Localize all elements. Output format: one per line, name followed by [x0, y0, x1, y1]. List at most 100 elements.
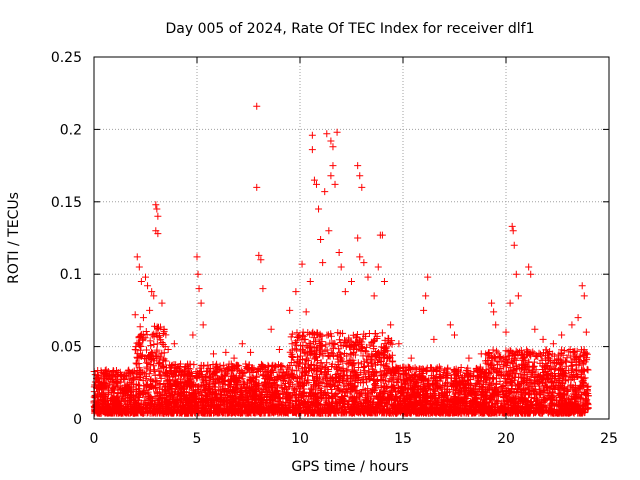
- data-point: [181, 363, 189, 371]
- data-point: [137, 352, 145, 360]
- data-point: [141, 409, 149, 417]
- data-point: [155, 360, 163, 368]
- data-point: [235, 367, 243, 375]
- data-point: [215, 379, 223, 387]
- data-point: [368, 386, 376, 394]
- data-point: [163, 370, 171, 378]
- data-point: [297, 352, 305, 360]
- data-point: [148, 356, 156, 364]
- data-point: [143, 346, 151, 354]
- data-point: [94, 384, 102, 392]
- data-point: [140, 389, 148, 397]
- data-point: [104, 375, 112, 383]
- data-point: [109, 371, 117, 379]
- data-point: [218, 397, 226, 405]
- data-point: [238, 368, 246, 376]
- data-point: [175, 372, 183, 380]
- data-point: [177, 391, 185, 399]
- data-point: [268, 367, 276, 375]
- data-point: [226, 400, 234, 408]
- data-point: [124, 406, 132, 414]
- data-point: [276, 394, 284, 402]
- data-point: [247, 377, 255, 385]
- data-point: [129, 375, 137, 383]
- data-point: [282, 408, 290, 416]
- data-point: [204, 361, 212, 369]
- data-point: [151, 322, 159, 330]
- data-point: [153, 394, 161, 402]
- data-point: [109, 406, 117, 414]
- data-point: [163, 384, 171, 392]
- data-point: [187, 405, 195, 413]
- data-point: [162, 357, 170, 365]
- data-point: [160, 349, 168, 357]
- data-point: [258, 361, 266, 369]
- data-point: [179, 368, 187, 376]
- data-point: [118, 385, 126, 393]
- data-point: [249, 378, 257, 386]
- data-point: [230, 375, 238, 383]
- data-point: [178, 408, 186, 416]
- data-point: [152, 351, 160, 359]
- data-point: [156, 381, 164, 389]
- data-point: [188, 389, 196, 397]
- data-point: [333, 399, 341, 407]
- data-point: [252, 382, 260, 390]
- data-point: [237, 406, 245, 414]
- data-point: [269, 361, 277, 369]
- data-point: [150, 330, 158, 338]
- data-point: [248, 364, 256, 372]
- data-point: [319, 375, 327, 383]
- data-point: [233, 408, 241, 416]
- data-point: [163, 409, 171, 417]
- data-point: [308, 372, 316, 380]
- data-point: [214, 395, 222, 403]
- data-point: [265, 363, 273, 371]
- data-point: [302, 355, 310, 363]
- data-point: [177, 408, 185, 416]
- data-point: [215, 366, 223, 374]
- data-point: [198, 367, 206, 375]
- data-point: [226, 388, 234, 396]
- data-point: [277, 381, 285, 389]
- data-point: [211, 379, 219, 387]
- data-point: [110, 367, 118, 375]
- data-point: [96, 392, 104, 400]
- data-point: [148, 331, 156, 339]
- data-point: [156, 358, 164, 366]
- data-point: [172, 367, 180, 375]
- data-point: [101, 367, 109, 375]
- data-point: [257, 408, 265, 416]
- data-point: [242, 409, 250, 417]
- data-point: [134, 399, 142, 407]
- data-point: [383, 343, 391, 351]
- data-point: [177, 378, 185, 386]
- data-point: [203, 395, 211, 403]
- data-point: [225, 381, 233, 389]
- data-point: [100, 383, 108, 391]
- data-point: [335, 345, 343, 353]
- data-point: [388, 377, 396, 385]
- data-point: [219, 393, 227, 401]
- data-point: [219, 380, 227, 388]
- data-point: [165, 390, 173, 398]
- data-point: [232, 392, 240, 400]
- data-point: [171, 372, 179, 380]
- data-point: [253, 401, 261, 409]
- data-point: [221, 372, 229, 380]
- data-point: [157, 336, 165, 344]
- data-point: [225, 408, 233, 416]
- data-point: [224, 368, 232, 376]
- data-point: [131, 345, 139, 353]
- data-point: [136, 374, 144, 382]
- data-point: [102, 366, 110, 374]
- data-point: [205, 384, 213, 392]
- data-point: [254, 366, 262, 374]
- data-point: [388, 340, 396, 348]
- data-point: [239, 392, 247, 400]
- data-point: [163, 397, 171, 405]
- data-point: [172, 388, 180, 396]
- data-point: [128, 369, 136, 377]
- data-point: [198, 397, 206, 405]
